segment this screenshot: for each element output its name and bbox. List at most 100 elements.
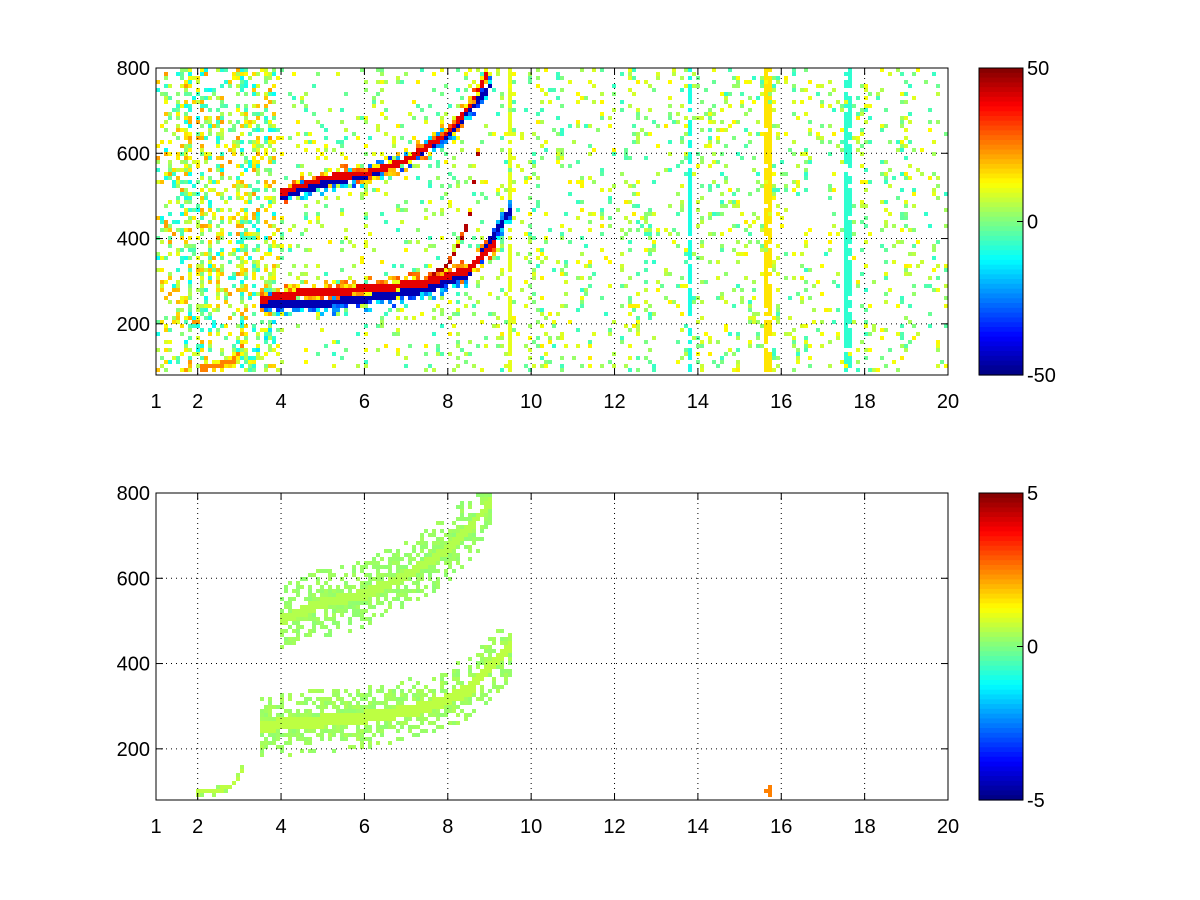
heatmap-cell — [636, 192, 640, 196]
heatmap-cell — [588, 364, 592, 368]
colorbar-swatch — [979, 303, 1023, 309]
heatmap-cell — [180, 192, 184, 196]
heatmap-cell — [240, 364, 244, 368]
heatmap-cell — [844, 340, 848, 344]
heatmap-cell — [488, 84, 492, 88]
heatmap-cell — [168, 112, 172, 116]
heatmap-cell — [288, 613, 292, 617]
heatmap-cell — [384, 717, 388, 721]
heatmap-cell — [372, 100, 376, 104]
heatmap-cell — [764, 176, 768, 180]
heatmap-cell — [272, 112, 276, 116]
heatmap-cell — [336, 140, 340, 144]
heatmap-cell — [384, 168, 388, 172]
heatmap-cell — [472, 100, 476, 104]
colorbar-swatch — [979, 187, 1023, 194]
heatmap-cell — [192, 320, 196, 324]
heatmap-cell — [492, 324, 496, 328]
heatmap-cell — [484, 244, 488, 248]
heatmap-cell — [580, 304, 584, 308]
heatmap-cell — [344, 312, 348, 316]
heatmap-cell — [752, 280, 756, 284]
heatmap-cell — [260, 328, 264, 332]
heatmap-cell — [864, 168, 868, 172]
heatmap-cell — [328, 577, 332, 581]
heatmap-cell — [264, 240, 268, 244]
heatmap-cell — [220, 288, 224, 292]
heatmap-cell — [260, 721, 264, 725]
heatmap-cell — [652, 336, 656, 340]
heatmap-cell — [324, 172, 328, 176]
heatmap-cell — [240, 256, 244, 260]
heatmap-cell — [748, 96, 752, 100]
heatmap-cell — [880, 200, 884, 204]
heatmap-cell — [404, 553, 408, 557]
colorbar-swatch — [979, 670, 1023, 676]
heatmap-cell — [216, 296, 220, 300]
colorbar-tick-label: 50 — [1027, 58, 1049, 80]
heatmap-cell — [396, 701, 400, 705]
heatmap-cell — [500, 641, 504, 645]
heatmap-cell — [420, 280, 424, 284]
heatmap-cell — [836, 144, 840, 148]
heatmap-cell — [920, 148, 924, 152]
heatmap-cell — [412, 136, 416, 140]
heatmap-cell — [900, 120, 904, 124]
heatmap-cell — [192, 100, 196, 104]
heatmap-cell — [424, 280, 428, 284]
heatmap-cell — [620, 284, 624, 288]
heatmap-cell — [444, 705, 448, 709]
heatmap-cell — [212, 256, 216, 260]
heatmap-cell — [740, 92, 744, 96]
heatmap-cell — [712, 160, 716, 164]
heatmap-cell — [336, 705, 340, 709]
heatmap-cell — [328, 240, 332, 244]
heatmap-cell — [452, 156, 456, 160]
heatmap-cell — [440, 136, 444, 140]
heatmap-cell — [296, 633, 300, 637]
heatmap-cell — [392, 168, 396, 172]
heatmap-cell — [688, 140, 692, 144]
heatmap-cell — [612, 364, 616, 368]
heatmap-cell — [168, 152, 172, 156]
heatmap-cell — [832, 280, 836, 284]
heatmap-cell — [392, 577, 396, 581]
heatmap-cell — [464, 76, 468, 80]
heatmap-cell — [348, 284, 352, 288]
heatmap-cell — [708, 144, 712, 148]
heatmap-cell — [440, 673, 444, 677]
heatmap-cell — [728, 124, 732, 128]
heatmap-cell — [708, 216, 712, 220]
heatmap-cell — [280, 360, 284, 364]
heatmap-cell — [468, 272, 472, 276]
heatmap-cell — [356, 180, 360, 184]
heatmap-cell — [580, 236, 584, 240]
heatmap-cell — [296, 120, 300, 124]
colorbar-swatch — [979, 317, 1023, 323]
heatmap-cell — [428, 557, 432, 561]
heatmap-cell — [456, 344, 460, 348]
heatmap-cell — [908, 320, 912, 324]
colorbar-swatch — [979, 694, 1023, 700]
heatmap-cell — [256, 164, 260, 168]
heatmap-cell — [452, 248, 456, 252]
heatmap-cell — [292, 72, 296, 76]
heatmap-cell — [296, 589, 300, 593]
heatmap-cell — [764, 296, 768, 300]
heatmap-cell — [284, 629, 288, 633]
heatmap-cell — [216, 308, 220, 312]
heatmap-cell — [392, 689, 396, 693]
heatmap-cell — [364, 597, 368, 601]
heatmap-cell — [172, 284, 176, 288]
heatmap-cell — [944, 304, 948, 308]
heatmap-cell — [232, 348, 236, 352]
heatmap-cell — [776, 288, 780, 292]
heatmap-cell — [464, 180, 468, 184]
heatmap-cell — [264, 328, 268, 332]
heatmap-cell — [376, 589, 380, 593]
heatmap-cell — [208, 152, 212, 156]
heatmap-cell — [324, 581, 328, 585]
heatmap-cell — [200, 364, 204, 368]
heatmap-cell — [576, 308, 580, 312]
heatmap-cell — [340, 212, 344, 216]
